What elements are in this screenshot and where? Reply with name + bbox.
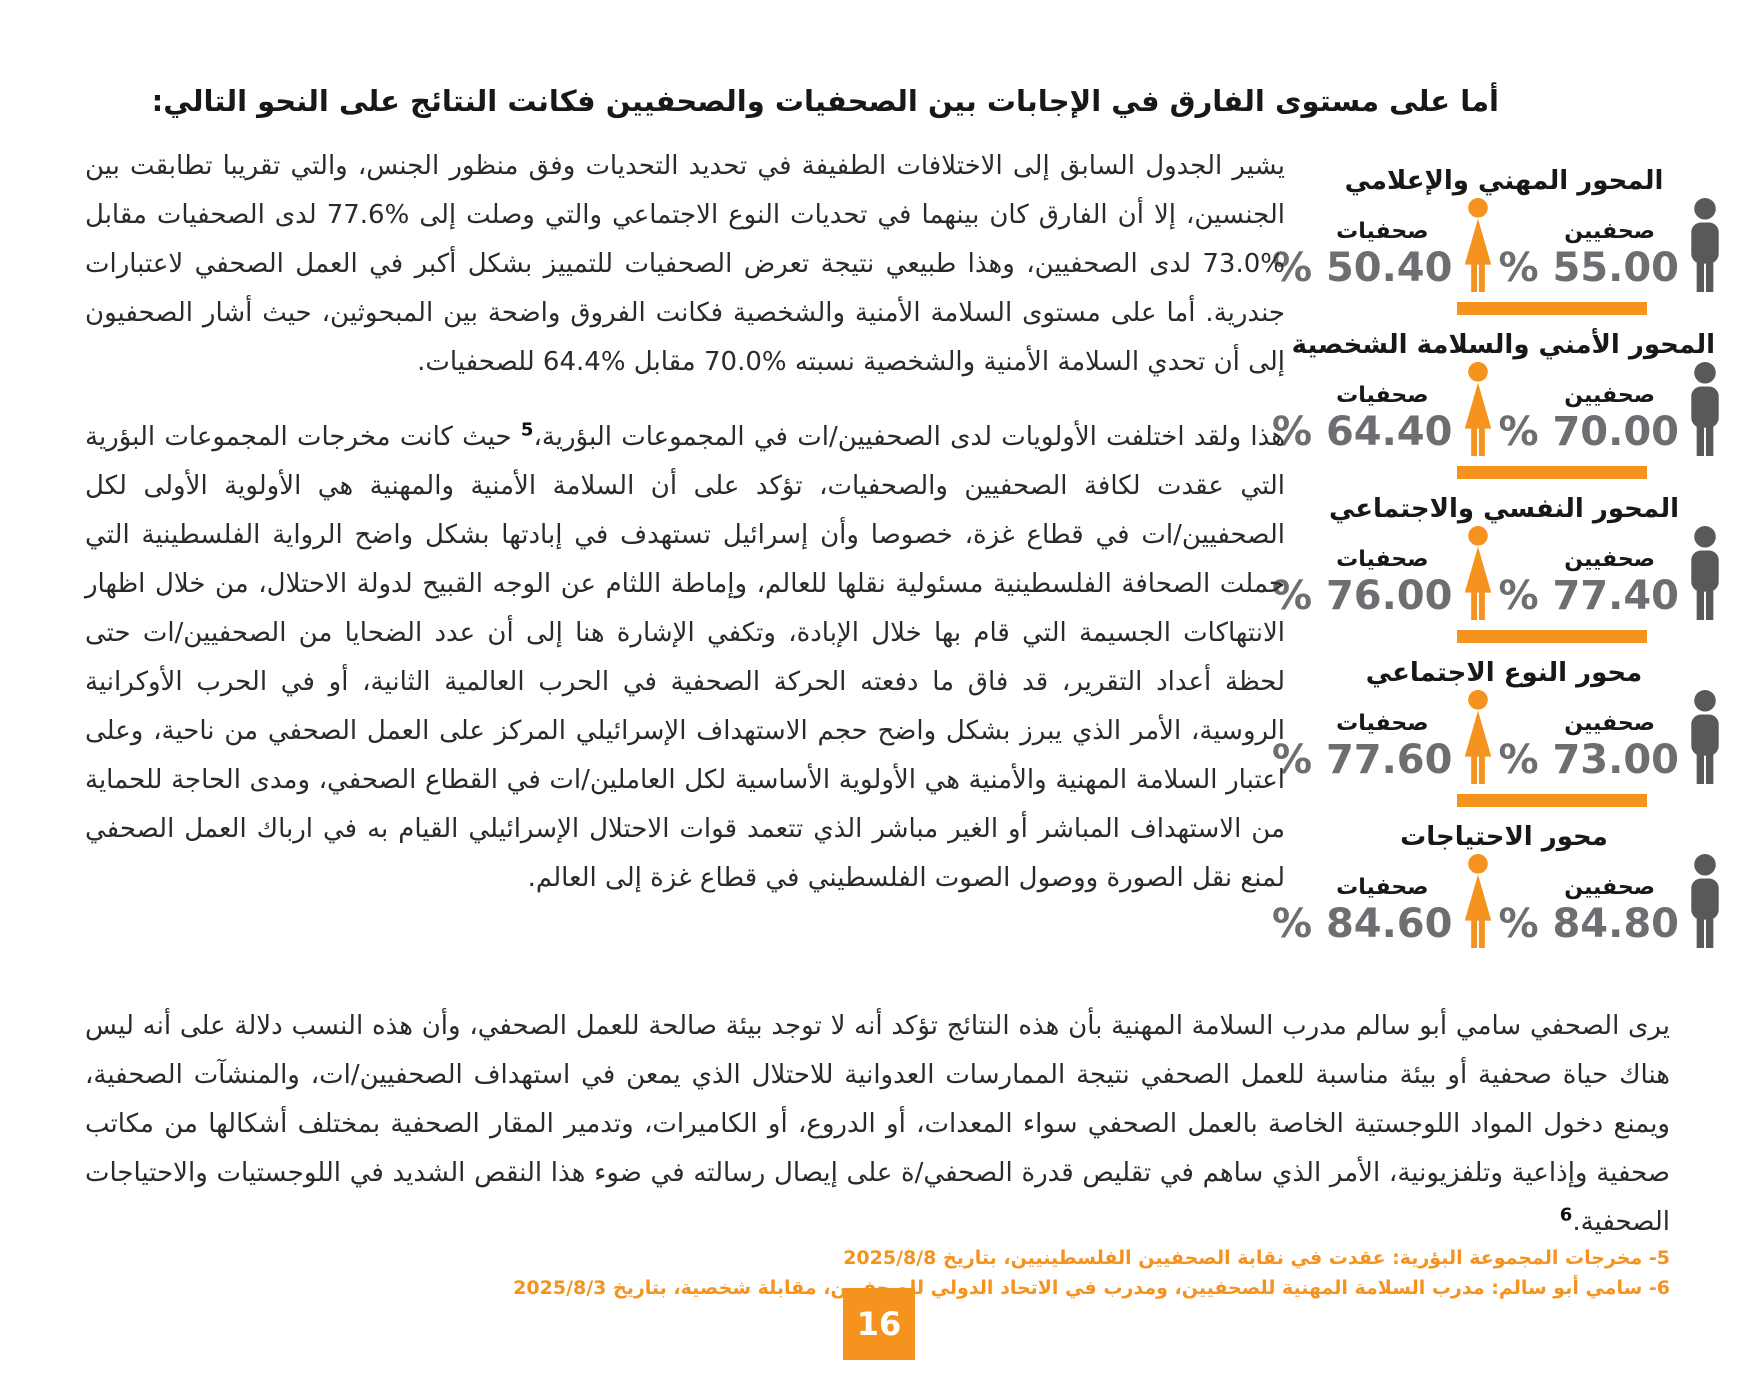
stat-row: صحفيين % 84.80 صحفيات % 84.60 — [1272, 854, 1725, 948]
female-value: % 64.40 — [1271, 409, 1453, 455]
section-divider — [1457, 302, 1647, 315]
female-journalist-icon — [1465, 198, 1492, 292]
paragraph-3-text: يرى الصحفي سامي أبو سالم مدرب السلامة ال… — [85, 1011, 1670, 1237]
female-stat-group: صحفيات % 84.60 — [1272, 854, 1499, 948]
stat-row: صحفيين % 73.00 صحفيات % 77.60 — [1272, 690, 1725, 784]
section-divider — [1457, 794, 1647, 807]
male-stat-group: صحفيين % 70.00 — [1498, 362, 1725, 456]
paragraph-2: هذا ولقد اختلفت الأولويات لدى الصحفيين/ا… — [85, 413, 1285, 903]
female-label: صحفيات — [1336, 547, 1429, 572]
female-stat-group: صحفيات % 76.00 — [1272, 526, 1499, 620]
male-journalist-icon — [1691, 362, 1719, 456]
male-stat-group: صحفيين % 55.00 — [1498, 198, 1725, 292]
footnote-5: 5- مخرجات المجموعة البؤرية: عقدت في نقاب… — [843, 1247, 1670, 1269]
female-stat-group: صحفيات % 50.40 — [1272, 198, 1499, 292]
female-label: صحفيات — [1336, 219, 1429, 244]
male-value: % 73.00 — [1498, 737, 1679, 783]
stat-block-title: محور النوع الاجتماعي — [1365, 658, 1643, 688]
paragraph-1: يشير الجدول السابق إلى الاختلافات الطفيف… — [85, 151, 1285, 377]
footnote-ref-6: 6 — [1559, 1204, 1573, 1226]
male-journalist-icon — [1691, 526, 1719, 620]
stat-block: المحور الأمني والسلامة الشخصية صحفيين % … — [1272, 330, 1725, 456]
male-stat-group: صحفيين % 77.40 — [1498, 526, 1725, 620]
stat-block: محور النوع الاجتماعي صحفيين % 73.00 صحفي… — [1272, 658, 1725, 784]
female-journalist-icon — [1465, 854, 1492, 948]
stat-block: المحور النفسي والاجتماعي صحفيين % 77.40 … — [1272, 494, 1725, 620]
footnote-ref-5: 5 — [520, 419, 534, 441]
stat-block: المحور المهني والإعلامي صحفيين % 55.00 ص… — [1272, 166, 1725, 292]
female-journalist-icon — [1465, 690, 1492, 784]
male-label: صحفيين — [1564, 547, 1655, 572]
stat-block-title: المحور النفسي والاجتماعي — [1328, 494, 1680, 524]
section-title: أما على مستوى الفارق في الإجابات بين الص… — [151, 84, 1499, 118]
paragraph-2-text: هذا ولقد اختلفت الأولويات لدى الصحفيين/ا… — [533, 422, 1285, 452]
paragraph-2-text-cont: حيث كانت مخرجات المجموعات البؤرية التي ع… — [85, 422, 1285, 893]
stats-sidebar: المحور المهني والإعلامي صحفيين % 55.00 ص… — [1272, 166, 1725, 948]
stat-row: صحفيين % 55.00 صحفيات % 50.40 — [1272, 198, 1725, 292]
male-stat-group: صحفيين % 84.80 — [1498, 854, 1725, 948]
female-journalist-icon — [1465, 526, 1492, 620]
female-journalist-icon — [1465, 362, 1492, 456]
male-label: صحفيين — [1564, 711, 1655, 736]
stat-block-title: محور الاحتياجات — [1400, 822, 1608, 852]
female-value: % 76.00 — [1271, 573, 1453, 619]
male-journalist-icon — [1691, 854, 1719, 948]
male-value: % 77.40 — [1498, 573, 1679, 619]
female-value: % 77.60 — [1271, 737, 1453, 783]
page-number-badge: 16 — [843, 1288, 915, 1360]
female-label: صحفيات — [1336, 383, 1429, 408]
paragraph-3: يرى الصحفي سامي أبو سالم مدرب السلامة ال… — [85, 1002, 1670, 1247]
male-journalist-icon — [1691, 198, 1719, 292]
stat-row: صحفيين % 77.40 صحفيات % 76.00 — [1272, 526, 1725, 620]
male-value: % 70.00 — [1498, 409, 1679, 455]
male-label: صحفيين — [1564, 875, 1655, 900]
stat-block: محور الاحتياجات صحفيين % 84.80 صحفيات % … — [1272, 822, 1725, 948]
male-value: % 84.80 — [1498, 901, 1679, 947]
female-value: % 50.40 — [1271, 245, 1453, 291]
stat-block-title: المحور المهني والإعلامي — [1344, 166, 1664, 196]
male-stat-group: صحفيين % 73.00 — [1498, 690, 1725, 784]
stat-block-title: المحور الأمني والسلامة الشخصية — [1291, 330, 1715, 360]
female-stat-group: صحفيات % 64.40 — [1272, 362, 1499, 456]
female-value: % 84.60 — [1271, 901, 1453, 947]
stat-row: صحفيين % 70.00 صحفيات % 64.40 — [1272, 362, 1725, 456]
female-stat-group: صحفيات % 77.60 — [1272, 690, 1499, 784]
section-divider — [1457, 466, 1647, 479]
male-value: % 55.00 — [1498, 245, 1679, 291]
body-text-full-width: يرى الصحفي سامي أبو سالم مدرب السلامة ال… — [85, 1002, 1670, 1273]
female-label: صحفيات — [1336, 875, 1429, 900]
male-journalist-icon — [1691, 690, 1719, 784]
section-divider — [1457, 630, 1647, 643]
body-text-column: يشير الجدول السابق إلى الاختلافات الطفيف… — [85, 142, 1285, 929]
female-label: صحفيات — [1336, 711, 1429, 736]
male-label: صحفيين — [1564, 383, 1655, 408]
male-label: صحفيين — [1564, 219, 1655, 244]
